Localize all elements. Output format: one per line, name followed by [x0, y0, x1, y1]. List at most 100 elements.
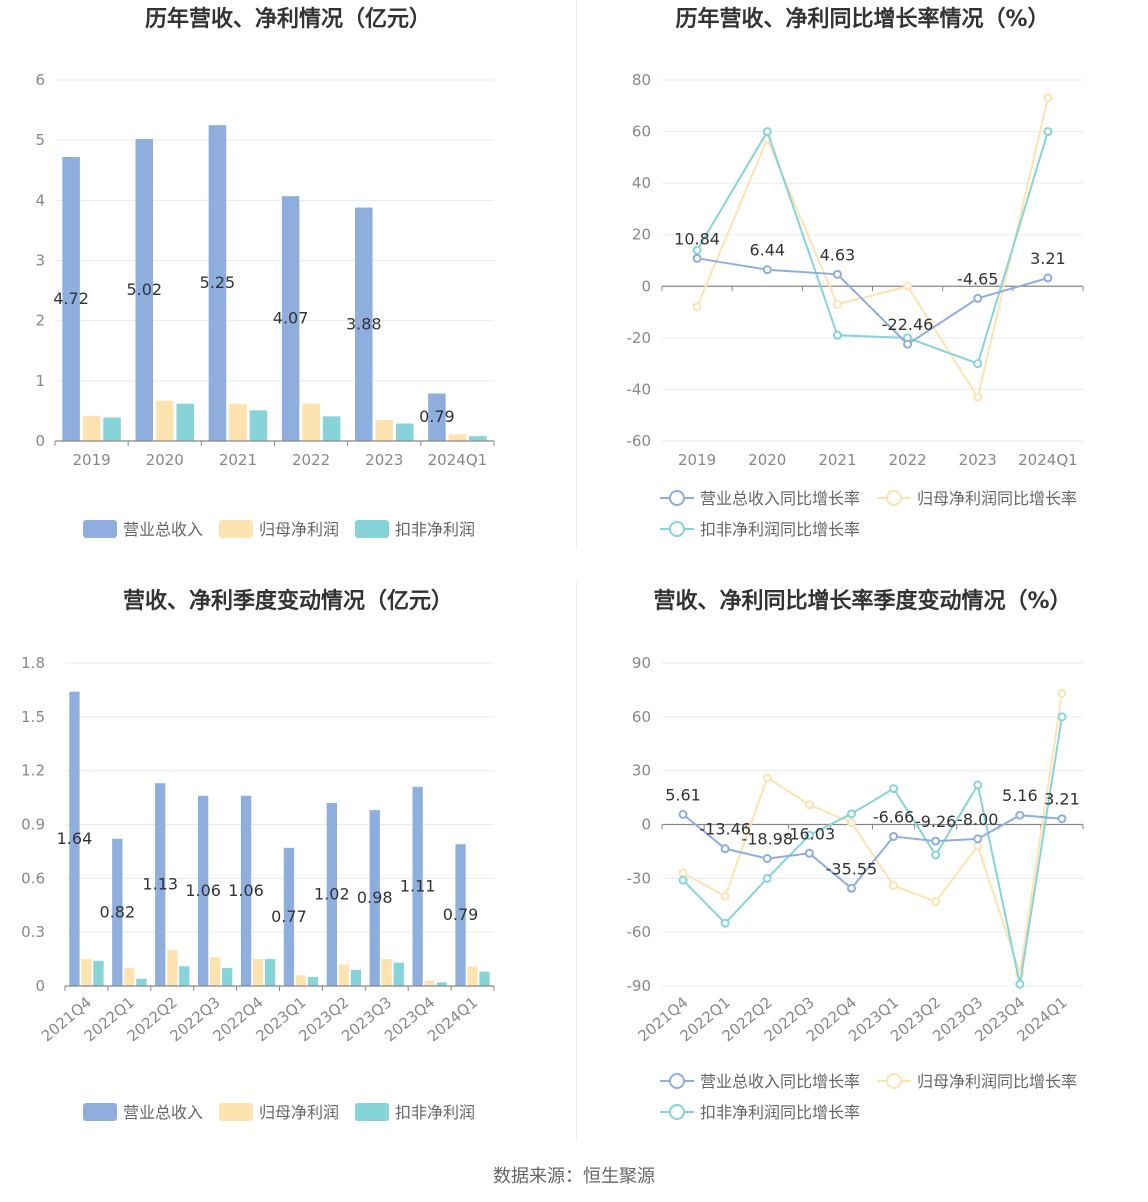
data-label: 1.64	[57, 829, 93, 848]
y-tick-label: -40	[627, 380, 652, 398]
bar	[350, 969, 362, 986]
y-tick-label: 40	[632, 174, 651, 192]
legend-swatch	[355, 1103, 389, 1121]
data-label: 5.16	[1002, 786, 1038, 805]
series-point	[846, 883, 856, 893]
legend-label: 扣非净利润	[395, 520, 475, 539]
series-point	[931, 850, 941, 860]
data-label: -9.26	[915, 812, 956, 831]
data-label: 1.11	[400, 876, 436, 895]
y-tick-label: -60	[627, 432, 652, 450]
bar	[81, 959, 92, 986]
bar	[448, 434, 467, 441]
bar	[322, 416, 341, 441]
legend-label: 营业总收入	[123, 1103, 203, 1122]
bar	[295, 975, 307, 986]
annual-revenue-profit-chart: 历年营收、净利情况（亿元） 0 1 2 3 4 5 6 2019 2020 2021 2022 2023…	[0, 0, 576, 560]
y-tick-label: 0	[35, 977, 45, 995]
y-tick-label: 1.5	[21, 708, 45, 726]
chart-title: 历年营收、净利同比增长率情况（%）	[675, 6, 1049, 32]
data-label: -22.46	[882, 315, 934, 334]
series-point	[973, 293, 983, 303]
legend-label: 营业总收入同比增长率	[700, 489, 860, 508]
series-point	[804, 800, 814, 810]
bar	[229, 403, 247, 441]
bar	[179, 966, 190, 986]
series-point	[720, 844, 730, 854]
data-label: 5.25	[200, 273, 236, 292]
series-point	[1015, 810, 1025, 820]
y-tick-label: 60	[632, 123, 651, 141]
x-tick-label: 2023	[959, 451, 997, 469]
chart-svg: 营收、净利季度变动情况（亿元）00.30.60.91.21.51.82021Q4…	[21, 588, 495, 1122]
data-label: 0.98	[357, 888, 393, 907]
series-point	[1043, 127, 1053, 137]
x-tick-label: 2023	[365, 451, 403, 469]
x-tick-label: 2021	[818, 451, 856, 469]
series-point	[762, 773, 772, 783]
bar	[222, 968, 233, 986]
bar	[93, 960, 104, 986]
series-point	[903, 339, 913, 349]
chart-title: 历年营收、净利情况（亿元）	[145, 6, 431, 32]
legend-label: 归母净利润	[259, 1103, 339, 1122]
series-point	[762, 127, 772, 137]
x-tick-label: 2022	[888, 451, 926, 469]
series-point	[832, 299, 842, 309]
y-tick-label: -30	[627, 869, 652, 887]
series-point	[804, 830, 814, 840]
series-point	[846, 818, 856, 828]
bar	[375, 419, 394, 441]
series-point	[832, 269, 842, 279]
series-point	[678, 868, 688, 878]
series-point	[1043, 273, 1053, 283]
legend-swatch	[83, 1103, 117, 1121]
y-tick-label: -20	[627, 329, 652, 347]
legend-marker	[669, 521, 685, 537]
legend-label: 归母净利润	[259, 520, 339, 539]
bar	[455, 844, 466, 986]
data-label: 6.44	[749, 241, 785, 260]
legend-label: 扣非净利润同比增长率	[700, 520, 860, 539]
legend-swatch	[219, 520, 253, 538]
legend-label: 扣非净利润	[395, 1103, 475, 1122]
data-label: 3.21	[1030, 249, 1066, 268]
y-tick-label: 3	[35, 252, 45, 270]
data-label: 4.07	[273, 309, 309, 328]
y-tick-label: -90	[627, 977, 652, 995]
bar	[103, 417, 121, 441]
series-line	[696, 97, 1049, 400]
bar	[326, 802, 337, 986]
series-line	[696, 257, 1049, 346]
bar	[155, 783, 166, 986]
bar	[467, 966, 478, 986]
chart-svg: 营收、净利同比增长率季度变动情况（%）-90-60-3003060902021Q…	[627, 588, 1084, 1122]
x-tick-label: 2024Q1	[1018, 451, 1078, 469]
bar	[469, 436, 487, 441]
series-point	[889, 831, 899, 841]
y-tick-label: 1	[35, 372, 45, 390]
y-tick-label: 6	[35, 71, 45, 89]
series-point	[846, 809, 856, 819]
bar	[354, 207, 373, 441]
y-tick-label: 60	[632, 708, 651, 726]
x-tick-label: 2020	[146, 451, 184, 469]
series-point	[762, 854, 772, 864]
bar	[69, 691, 80, 986]
series-point	[973, 780, 983, 790]
legend-label: 归母净利润同比增长率	[917, 1072, 1077, 1091]
data-label: 1.06	[228, 881, 264, 900]
data-label: 1.13	[142, 875, 178, 894]
bar	[479, 971, 490, 986]
data-label: 10.84	[674, 229, 720, 248]
x-tick-label: 2024Q1	[428, 451, 488, 469]
data-label: 4.63	[820, 245, 856, 264]
series-point	[1057, 814, 1067, 824]
data-label: -16.03	[784, 824, 836, 843]
y-tick-label: 30	[632, 762, 651, 780]
data-label: 0.82	[100, 902, 136, 921]
chart-svg: 历年营收、净利同比增长率情况（%） -60 -40 -20 0 20 40 60 80 2019 2…	[627, 6, 1084, 539]
chart-title: 营收、净利季度变动情况（亿元）	[123, 588, 453, 614]
y-tick-label: 20	[632, 226, 651, 244]
